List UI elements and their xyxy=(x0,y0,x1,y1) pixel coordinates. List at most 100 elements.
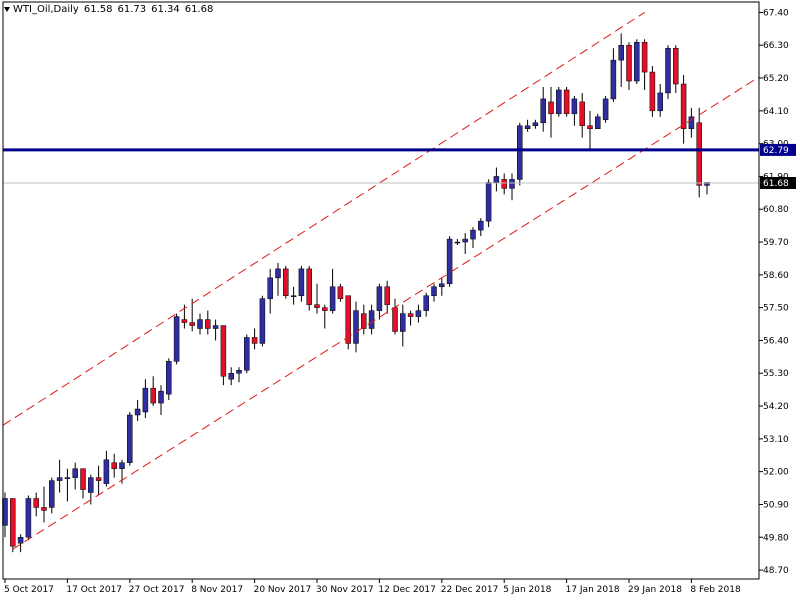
candle-body xyxy=(41,507,47,511)
y-tick-label: 67.40 xyxy=(763,8,789,18)
candle-body xyxy=(259,298,266,344)
candle-body xyxy=(64,477,71,479)
x-tick-label: 8 Feb 2018 xyxy=(690,585,741,595)
low-value: 61.34 xyxy=(151,4,180,15)
candle-body xyxy=(127,414,133,463)
overlays-layer xyxy=(2,12,760,550)
current-price-flag-bg xyxy=(760,177,796,190)
y-tick-label: 66.30 xyxy=(763,41,789,51)
candle-body xyxy=(478,220,484,231)
candle-body xyxy=(415,310,422,317)
candle-body xyxy=(470,229,476,240)
close-value: 61.68 xyxy=(184,4,214,15)
candle-body xyxy=(337,286,344,299)
candle-body xyxy=(704,182,710,186)
candle-body xyxy=(181,319,188,323)
x-tick-label: 30 Nov 2017 xyxy=(316,585,374,595)
candles-layer xyxy=(2,33,710,553)
candle-body xyxy=(220,325,227,377)
x-tick-label: 20 Nov 2017 xyxy=(254,585,312,595)
y-tick-label: 57.50 xyxy=(763,304,789,314)
candle-body xyxy=(103,459,110,484)
candle-body xyxy=(173,316,180,362)
candle-body xyxy=(626,44,632,82)
channel-upper-line xyxy=(2,12,645,426)
candle-body xyxy=(493,176,500,183)
x-tick-label: 17 Jan 2018 xyxy=(566,585,620,595)
candle-body xyxy=(485,182,492,222)
y-tick-label: 54.20 xyxy=(763,402,789,412)
candle-body xyxy=(524,125,531,129)
candle-body xyxy=(275,268,281,279)
y-tick-label: 55.30 xyxy=(763,369,789,379)
x-tick-label: 5 Oct 2017 xyxy=(4,585,54,595)
x-tick-label: 29 Jan 2018 xyxy=(628,585,682,595)
x-tick-label: 5 Jan 2018 xyxy=(503,585,551,595)
y-tick-label: 58.60 xyxy=(763,271,789,281)
level-flag-label: 62.79 xyxy=(763,146,789,156)
dropdown-triangle-icon[interactable] xyxy=(4,6,10,12)
level-flag-bg xyxy=(760,143,796,156)
candle-body xyxy=(540,98,546,124)
candle-body xyxy=(517,125,523,180)
candle-body xyxy=(602,98,609,121)
candle-body xyxy=(306,268,312,305)
candle-body xyxy=(563,89,570,115)
candle-body xyxy=(579,101,585,126)
candle-body xyxy=(423,295,429,311)
y-tick-label: 60.80 xyxy=(763,205,789,215)
candle-body xyxy=(197,319,203,329)
candle-body xyxy=(166,361,172,395)
x-tick-label: 22 Dec 2017 xyxy=(441,585,499,595)
x-tick-label: 17 Oct 2017 xyxy=(66,585,122,595)
candle-body xyxy=(290,295,297,297)
open-value: 61.58 xyxy=(83,4,113,15)
candle-body xyxy=(688,116,695,129)
candle-body xyxy=(80,468,86,490)
candle-body xyxy=(17,537,24,544)
candle-body xyxy=(665,47,671,94)
candle-body xyxy=(329,286,336,311)
candle-body xyxy=(618,44,624,61)
y-tick-label: 59.70 xyxy=(763,238,789,248)
candle-body xyxy=(150,387,156,404)
candle-body xyxy=(454,241,461,244)
candle-body xyxy=(407,313,414,317)
current-price-flag-label: 61.68 xyxy=(763,179,789,189)
candle-body xyxy=(649,71,656,112)
candle-body xyxy=(610,59,617,100)
candle-body xyxy=(641,42,648,73)
chart-header: WTI_Oil,Daily 61.58 61.73 61.34 61.68 xyxy=(4,4,218,15)
y-tick-label: 50.90 xyxy=(763,500,789,510)
candle-body xyxy=(205,319,211,329)
candle-body xyxy=(298,268,305,296)
candle-body xyxy=(322,307,328,311)
candle-body xyxy=(501,179,507,189)
candle-body xyxy=(56,477,63,481)
y-tick-label: 53.10 xyxy=(763,435,789,445)
y-tick-label: 64.10 xyxy=(763,107,789,117)
candle-body xyxy=(587,125,593,129)
y-tick-label: 48.70 xyxy=(763,566,789,576)
candle-body xyxy=(314,304,320,308)
candle-body xyxy=(283,268,289,296)
x-tick-label: 12 Dec 2017 xyxy=(378,585,436,595)
candle-body xyxy=(158,390,164,404)
candle-body xyxy=(49,480,55,508)
candle-body xyxy=(446,238,453,285)
candle-body xyxy=(189,322,195,326)
candle-body xyxy=(10,498,16,547)
candle-body xyxy=(532,122,539,126)
candle-body xyxy=(236,370,242,374)
candle-body xyxy=(228,372,234,380)
high-value: 61.73 xyxy=(117,4,147,15)
candle-body xyxy=(212,325,219,329)
candle-body xyxy=(361,313,367,329)
candle-body xyxy=(33,498,39,508)
candle-body xyxy=(680,83,687,129)
candle-body xyxy=(376,286,383,311)
candle-body xyxy=(673,47,679,85)
candle-body xyxy=(571,98,578,115)
